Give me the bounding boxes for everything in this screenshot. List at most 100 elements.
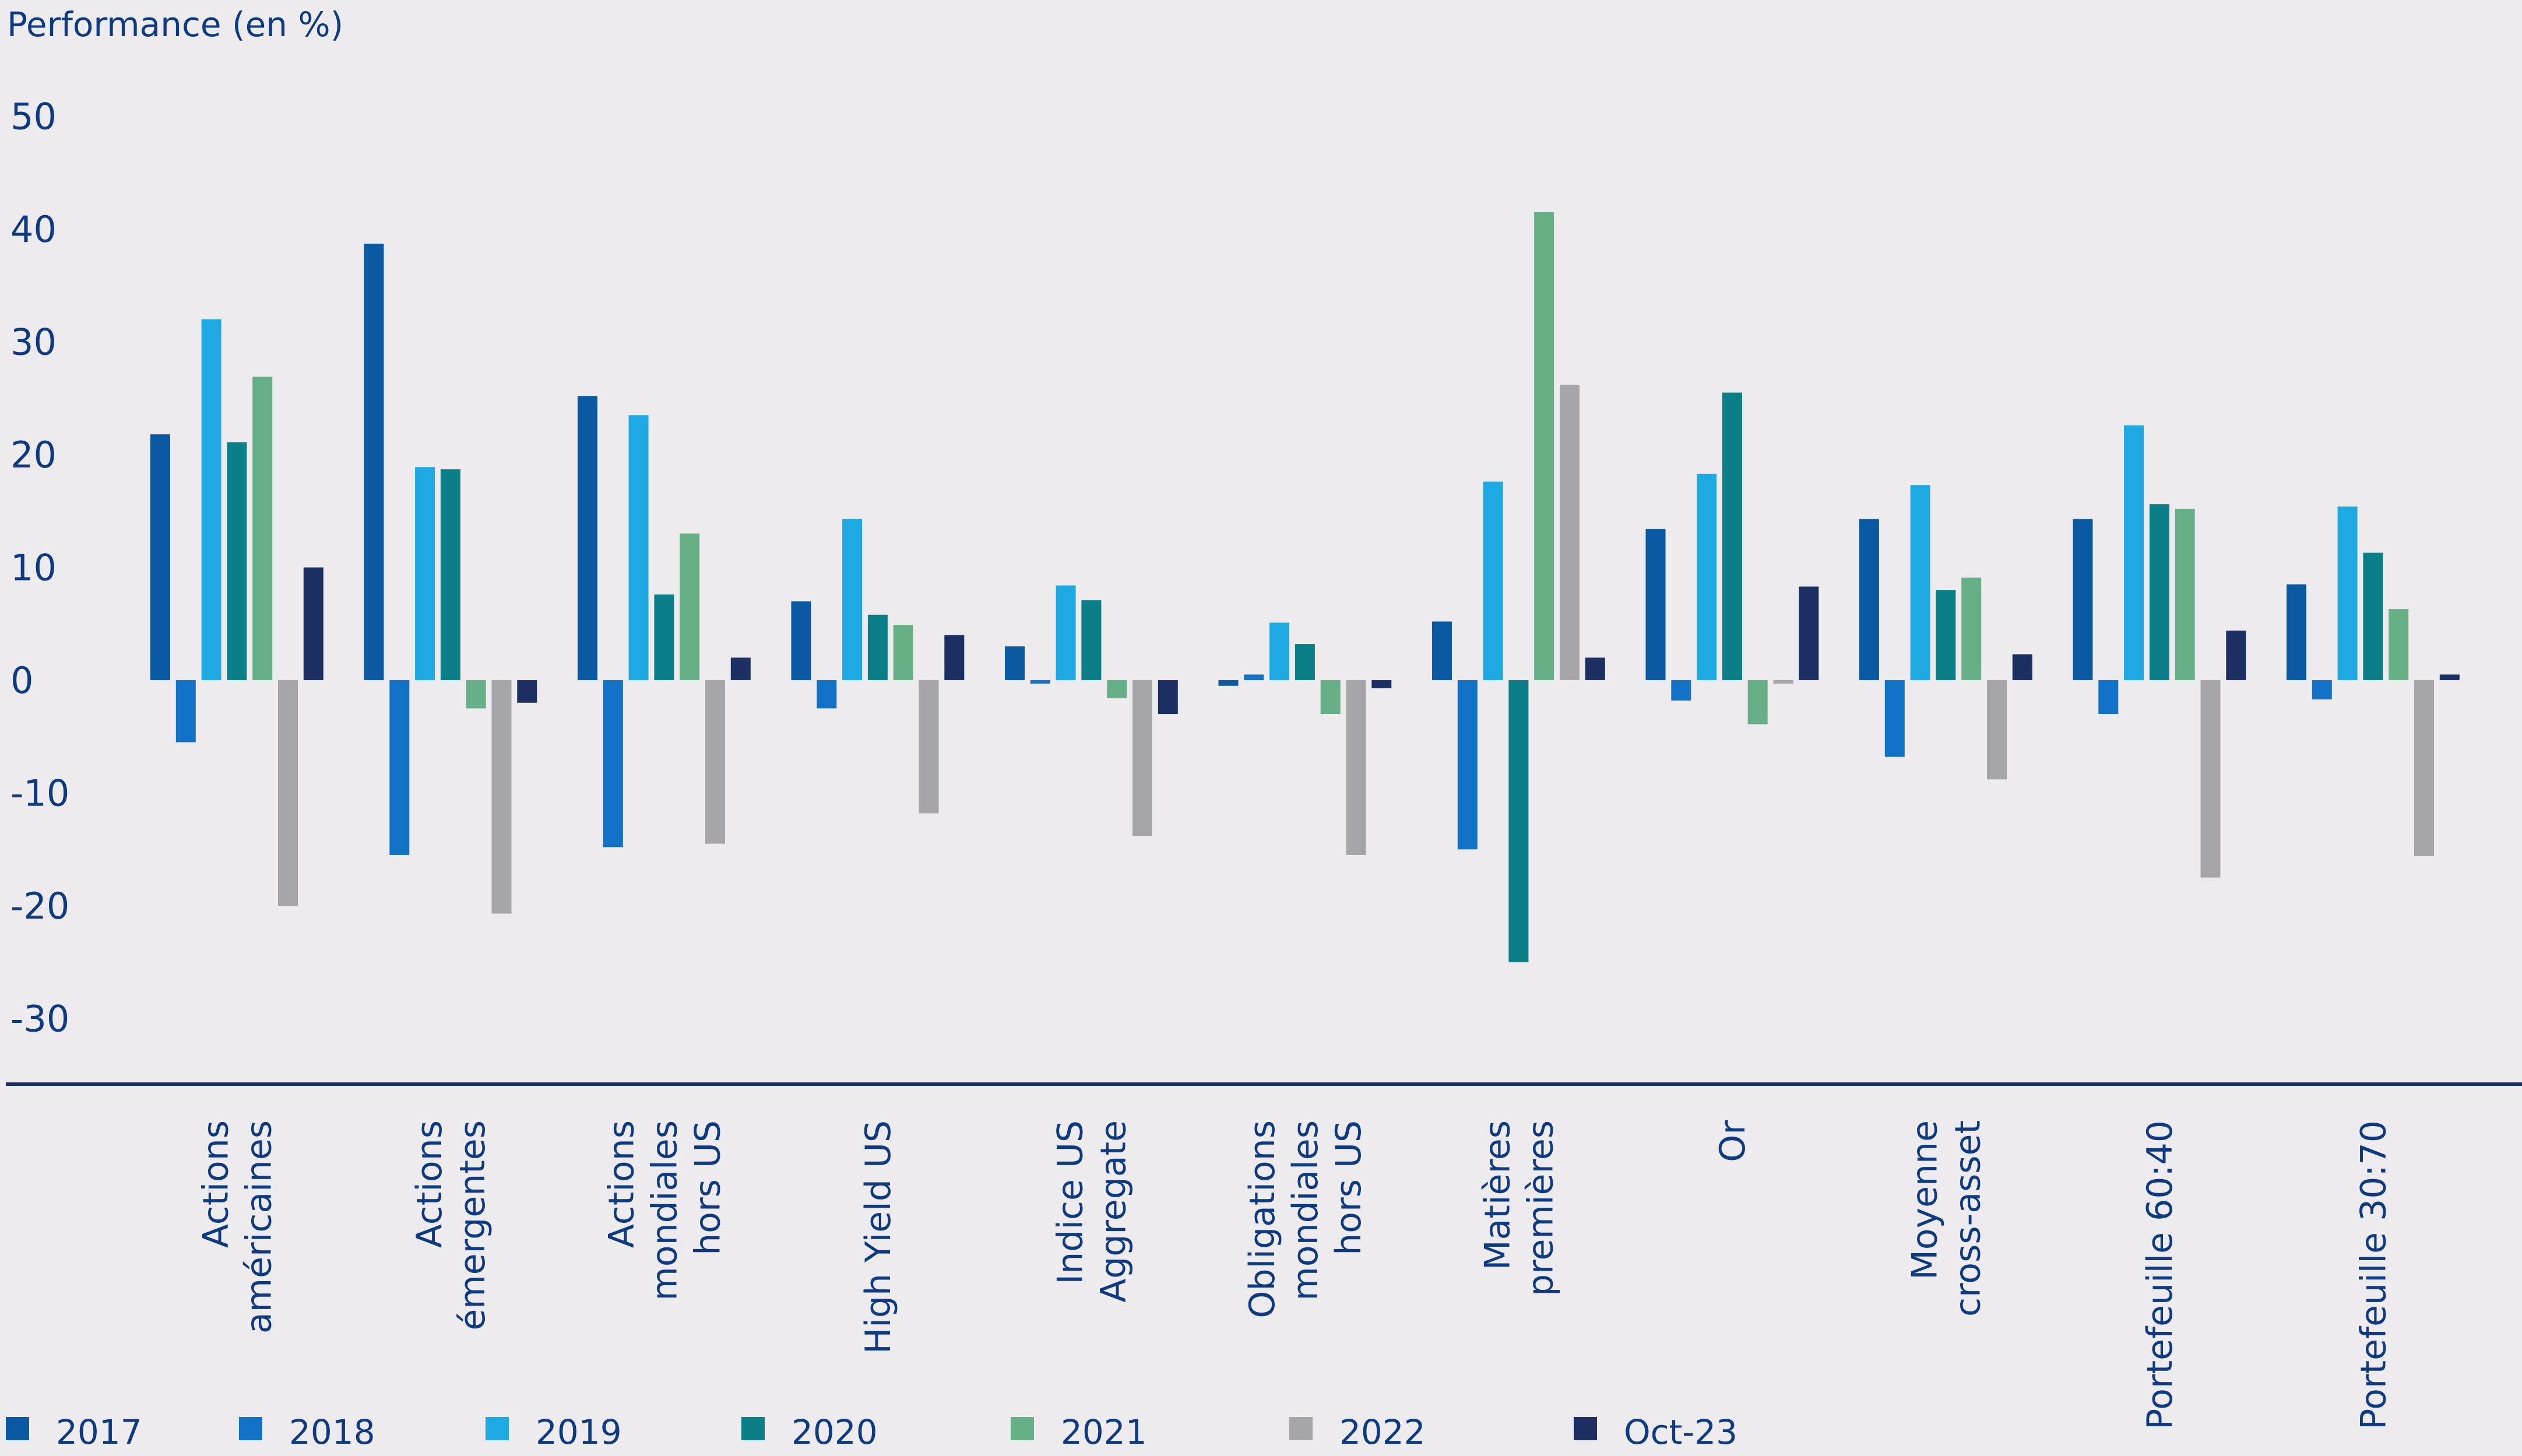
bar-Oct-23-1 — [517, 680, 537, 703]
bar-2019-4 — [1056, 585, 1076, 680]
category-label: émergentes — [452, 1120, 493, 1331]
bar-Oct-23-5 — [1371, 680, 1392, 688]
bar-2020-10 — [2363, 553, 2383, 680]
bar-2022-3 — [919, 680, 939, 814]
category-label: premières — [1520, 1120, 1561, 1296]
bar-2021-8 — [1961, 577, 1982, 680]
bar-2020-1 — [440, 469, 460, 680]
bar-2021-2 — [680, 533, 700, 680]
bar-2020-0 — [227, 442, 247, 680]
bars — [150, 212, 2460, 962]
bar-Oct-23-7 — [1799, 586, 1819, 680]
legend-label: Oct-23 — [1624, 1412, 1737, 1452]
bar-Oct-23-3 — [944, 635, 965, 680]
bar-2017-2 — [578, 396, 597, 680]
y-tick-label: 50 — [10, 96, 57, 138]
bar-2021-1 — [466, 680, 486, 709]
bar-2021-4 — [1107, 680, 1127, 698]
legend-label: 2022 — [1339, 1412, 1426, 1452]
bar-2017-4 — [1005, 646, 1025, 680]
bar-2020-5 — [1295, 644, 1315, 680]
legend-label: 2021 — [1061, 1412, 1147, 1452]
y-tick-label: 20 — [10, 434, 57, 476]
bar-2022-5 — [1346, 680, 1366, 855]
bar-2019-3 — [842, 519, 863, 680]
legend-swatch-2020 — [741, 1417, 765, 1440]
y-tick-label: 30 — [10, 321, 57, 364]
bar-2022-10 — [2414, 680, 2434, 856]
bar-2017-10 — [2287, 584, 2306, 680]
bar-2017-9 — [2073, 519, 2093, 680]
bar-2017-7 — [1645, 529, 1666, 680]
y-axis-title: Performance (en %) — [7, 5, 343, 44]
y-tick-label: 0 — [10, 659, 33, 702]
bar-2018-6 — [1457, 680, 1478, 850]
bar-2018-5 — [1244, 674, 1264, 680]
bar-2018-2 — [603, 680, 623, 847]
category-label: Indice US — [1050, 1120, 1091, 1284]
bar-2021-10 — [2389, 609, 2409, 680]
y-tick-label: 10 — [10, 547, 57, 589]
bar-2019-7 — [1697, 473, 1717, 680]
bar-2019-9 — [2124, 425, 2144, 680]
bar-Oct-23-6 — [1585, 657, 1605, 680]
bar-2019-1 — [415, 467, 435, 680]
bar-2019-5 — [1269, 623, 1290, 680]
bar-2018-10 — [2312, 680, 2332, 699]
legend-label: 2019 — [536, 1412, 622, 1452]
legend-label: 2020 — [792, 1412, 878, 1452]
category-label: Matières — [1477, 1120, 1518, 1270]
bar-Oct-23-10 — [2439, 674, 2460, 680]
bar-2021-0 — [252, 377, 273, 680]
bar-2021-5 — [1320, 680, 1341, 715]
category-label: hors US — [687, 1120, 728, 1255]
bar-2022-6 — [1560, 385, 1580, 680]
category-label: Actions — [195, 1120, 236, 1248]
bar-2021-7 — [1747, 680, 1768, 725]
bar-2019-2 — [628, 415, 649, 680]
bar-2018-3 — [817, 680, 837, 709]
legend-swatch-2021 — [1011, 1417, 1034, 1440]
bar-2017-3 — [791, 601, 811, 680]
category-labels: Actions américaines Actions émergentes Actio… — [195, 1120, 2394, 1430]
bar-2019-10 — [2337, 507, 2358, 680]
bar-2019-0 — [201, 319, 221, 680]
legend-label: 2017 — [56, 1412, 142, 1452]
bar-2018-4 — [1030, 680, 1050, 684]
bar-2022-7 — [1773, 680, 1793, 684]
bar-2021-9 — [2175, 508, 2195, 680]
legend-swatch-2017 — [6, 1417, 29, 1440]
bar-2018-8 — [1884, 680, 1905, 757]
category-label: Actions — [409, 1120, 450, 1248]
bar-Oct-23-9 — [2226, 630, 2246, 680]
y-tick-labels: 50 40 30 20 10 0 -10 -20 -30 — [10, 96, 69, 1040]
category-label: américaines — [238, 1120, 279, 1334]
bar-2018-0 — [175, 680, 196, 743]
bar-2018-9 — [2098, 680, 2119, 715]
bar-2022-9 — [2200, 680, 2221, 878]
y-tick-label: -20 — [10, 885, 69, 927]
bar-2022-8 — [1987, 680, 2007, 780]
category-label: hors US — [1328, 1120, 1369, 1255]
legend-swatch-2018 — [239, 1417, 262, 1440]
bar-2022-1 — [491, 680, 512, 914]
bar-Oct-23-2 — [730, 657, 751, 680]
category-label: Portefeuille 60:40 — [2140, 1120, 2180, 1430]
bar-2020-8 — [1936, 590, 1956, 680]
legend-swatch-Oct-23 — [1574, 1417, 1597, 1440]
bar-2018-7 — [1671, 680, 1691, 701]
y-tick-label: -30 — [10, 998, 69, 1040]
category-label: Actions — [601, 1120, 642, 1248]
legend-swatch-2022 — [1289, 1417, 1313, 1440]
category-label: High Yield US — [858, 1120, 899, 1354]
bar-2018-1 — [389, 680, 410, 855]
category-label: Portefeuille 30:70 — [2353, 1120, 2394, 1430]
bar-2020-4 — [1081, 600, 1102, 680]
category-label: mondiales — [644, 1120, 685, 1301]
bar-2019-8 — [1910, 485, 1930, 680]
bar-2022-0 — [278, 680, 298, 906]
y-tick-label: 40 — [10, 208, 57, 251]
legend: 2017 2018 2019 2020 2021 2022 Oct-23 — [6, 1412, 1737, 1452]
bar-Oct-23-0 — [303, 567, 323, 680]
